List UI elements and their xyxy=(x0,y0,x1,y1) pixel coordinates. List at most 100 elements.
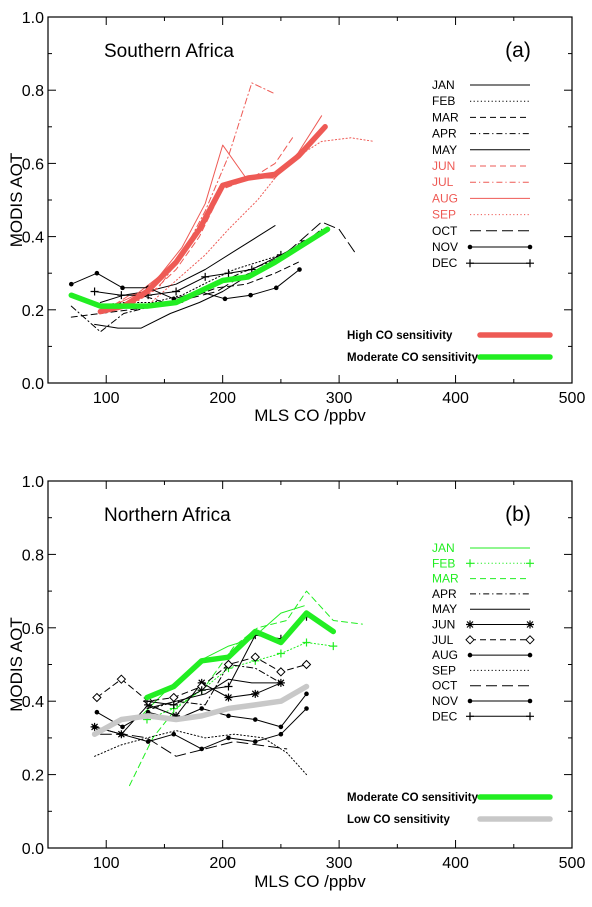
thick-legend-item: Moderate CO sensitivity xyxy=(347,352,553,364)
data-point xyxy=(120,285,125,291)
series-line xyxy=(146,678,282,709)
legend-marker xyxy=(525,635,535,645)
legend-marker xyxy=(467,652,473,658)
legend-item-jan: JAN xyxy=(432,78,530,92)
data-point xyxy=(226,713,231,719)
data-point xyxy=(250,652,260,662)
data-point xyxy=(92,724,97,730)
data-point xyxy=(276,678,285,687)
legend-marker xyxy=(527,698,533,704)
data-point xyxy=(145,739,151,744)
legend-item-oct: OCT xyxy=(432,679,530,693)
series-low-co-sensitivity xyxy=(91,683,310,737)
x-tick-label: 400 xyxy=(442,390,469,407)
series-line xyxy=(70,269,300,300)
legend-label: MAY xyxy=(432,602,457,616)
data-point xyxy=(119,731,124,737)
legend-item-jul: JUL xyxy=(432,175,530,189)
data-point xyxy=(304,706,309,711)
data-point xyxy=(297,267,302,272)
y-axis-label: MODIS AOT xyxy=(7,153,26,247)
legend-item-dec: DEC xyxy=(432,709,534,723)
series-line xyxy=(152,664,282,709)
data-point xyxy=(224,269,233,278)
legend-item-apr: APR xyxy=(432,127,530,141)
legend-label: AUG xyxy=(432,191,458,205)
legend-label: FEB xyxy=(432,94,455,108)
x-tick-label: 300 xyxy=(326,390,353,407)
legend-label: OCT xyxy=(432,679,458,693)
legend-item-nov: NOV xyxy=(432,240,533,254)
legend-label: JAN xyxy=(432,541,455,555)
y-tick-label: 1.0 xyxy=(22,10,44,27)
legend-item-nov: NOV xyxy=(432,694,533,708)
chart-panel-b: 100 200 300 400 500 0.0 0.2 0.4 0.6 0.8 1.0 MLS CO … xyxy=(7,474,585,891)
x-tick-label: 200 xyxy=(209,855,236,872)
data-point xyxy=(224,682,233,691)
y-tick-label: 0.6 xyxy=(22,156,44,173)
data-point xyxy=(252,717,258,722)
series-line xyxy=(99,733,288,757)
series-oct xyxy=(99,733,288,757)
legend-item-dec: DEC xyxy=(432,256,534,270)
y-tick-label: 0.8 xyxy=(22,83,44,100)
legend-item-may: MAY xyxy=(432,143,530,157)
data-point xyxy=(304,691,309,697)
legend-marker xyxy=(526,559,534,568)
y-tick-label: 0.2 xyxy=(22,768,44,785)
series-jan xyxy=(99,225,276,303)
x-tick-label: 500 xyxy=(559,855,586,872)
x-tick-label: 400 xyxy=(442,855,469,872)
legend-marker xyxy=(466,620,474,629)
panel-label: (a) xyxy=(505,39,531,62)
legend-item-may: MAY xyxy=(432,602,530,616)
thick-legend-item: High CO sensitivity xyxy=(347,330,553,342)
data-point xyxy=(251,689,260,698)
legend-item-jun: JUN xyxy=(432,618,534,632)
y-tick-label: 0.6 xyxy=(22,621,44,638)
data-point xyxy=(302,638,311,647)
legend-item-apr: APR xyxy=(432,587,530,601)
data-point xyxy=(199,706,205,711)
series-may xyxy=(94,239,305,329)
series-may xyxy=(146,678,282,709)
series-feb xyxy=(94,254,282,307)
data-point xyxy=(92,692,102,703)
data-point xyxy=(116,674,127,684)
x-tick-label: 200 xyxy=(209,390,236,407)
series-apr xyxy=(152,664,282,709)
legend-marker xyxy=(465,635,475,645)
legend-label: FEB xyxy=(432,556,455,570)
series-nov xyxy=(92,706,309,752)
y-tick-label: 0.4 xyxy=(22,230,44,247)
x-axis-label: MLS CO /ppbv xyxy=(254,406,366,425)
data-point xyxy=(197,686,206,695)
data-point xyxy=(90,287,99,296)
legend-label: AUG xyxy=(432,648,458,662)
x-tick-label: 100 xyxy=(93,855,120,872)
panel-label: (b) xyxy=(505,503,531,526)
legend-marker xyxy=(526,620,534,629)
legend-label: MAY xyxy=(432,143,457,157)
legend-label: SEP xyxy=(432,208,456,222)
legend-label: JAN xyxy=(432,78,455,92)
data-point xyxy=(276,649,285,658)
legend-label: NOV xyxy=(432,694,458,708)
thick-legend-label: Moderate CO sensitivity xyxy=(347,352,479,364)
data-point xyxy=(252,739,258,744)
data-point xyxy=(224,693,233,702)
thick-legend-label: Moderate CO sensitivity xyxy=(347,792,479,804)
x-tick-label: 100 xyxy=(93,390,120,407)
legend-item-oct: OCT xyxy=(432,224,530,238)
series-dec xyxy=(142,612,311,709)
series-moderate-co-sensitivity xyxy=(68,226,331,309)
series-line xyxy=(99,225,276,303)
data-point xyxy=(172,287,181,296)
data-point xyxy=(201,272,210,281)
legend-item-aug: AUG xyxy=(432,648,533,662)
legend-marker xyxy=(466,259,474,268)
data-point xyxy=(94,270,100,276)
data-point xyxy=(68,281,74,287)
series-line xyxy=(97,124,328,315)
legend-marker xyxy=(466,559,474,568)
